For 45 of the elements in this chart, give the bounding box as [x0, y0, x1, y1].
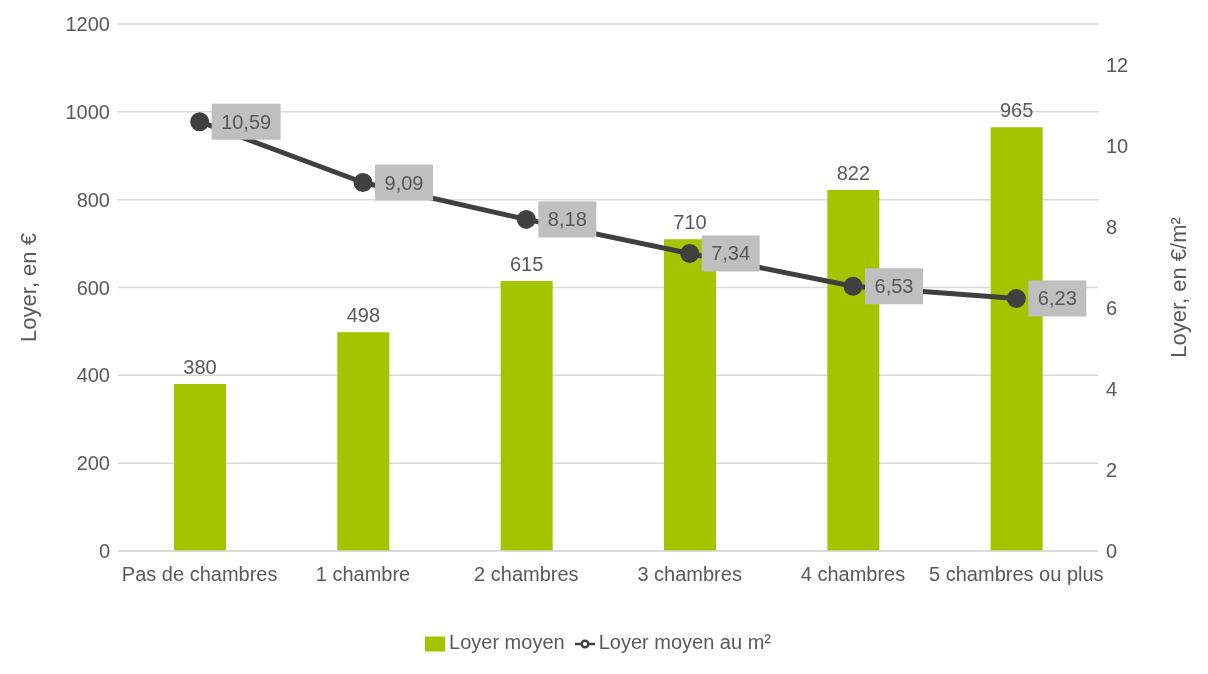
y-tick-label: 1200: [65, 13, 110, 36]
point: [190, 112, 210, 132]
y2-tick-label: 8: [1106, 215, 1118, 238]
y-tick-label: 600: [76, 276, 110, 299]
y-axis-title: Loyer, en €: [15, 233, 41, 342]
bar: [500, 280, 553, 551]
x-tick-label: 2 chambres: [474, 563, 579, 586]
point: [680, 243, 700, 263]
x-tick-label: 1 chambre: [315, 563, 411, 586]
legend-label: Loyer moyen: [449, 631, 565, 653]
data-label: 10,59: [221, 110, 272, 133]
data-label: 965: [999, 99, 1034, 122]
data-label: 380: [183, 356, 217, 379]
x-tick-label: 3 chambres: [637, 563, 742, 586]
data-label: 710: [673, 211, 707, 234]
y2-tick-label: 12: [1106, 53, 1129, 76]
data-label: 9,09: [384, 171, 424, 194]
y2-tick-label: 10: [1106, 134, 1129, 157]
data-label: 7,34: [711, 242, 751, 265]
y2-tick-label: 0: [1106, 540, 1118, 563]
data-label: 822: [836, 162, 871, 185]
data-label: 615: [509, 252, 544, 275]
bar: [337, 332, 390, 551]
y2-tick-label: 2: [1106, 459, 1118, 482]
y-tick-label: 0: [98, 540, 110, 563]
x-tick-label: 4 chambres: [800, 563, 906, 586]
y2-tick-label: 4: [1106, 377, 1118, 400]
x-tick-label: Pas de chambres: [121, 563, 278, 586]
point: [353, 173, 373, 193]
y-tick-label: 800: [76, 188, 110, 211]
legend-label: Loyer moyen au m²: [598, 631, 771, 653]
data-label: 6,53: [874, 275, 914, 298]
point: [516, 209, 536, 229]
x-tick-label: 5 chambres ou plus: [929, 563, 1104, 586]
point: [843, 276, 863, 296]
y2-tick-label: 6: [1106, 296, 1118, 319]
bar: [174, 384, 226, 551]
data-label: 6,23: [1037, 287, 1077, 310]
data-label: 8,18: [547, 208, 587, 231]
y-tick-label: 1000: [65, 100, 110, 123]
point: [1006, 288, 1026, 308]
y2-axis-title: Loyer, en €/m²: [1165, 217, 1191, 358]
y-tick-label: 400: [76, 364, 110, 387]
data-label: 498: [346, 304, 381, 327]
y-tick-label: 200: [76, 452, 110, 475]
